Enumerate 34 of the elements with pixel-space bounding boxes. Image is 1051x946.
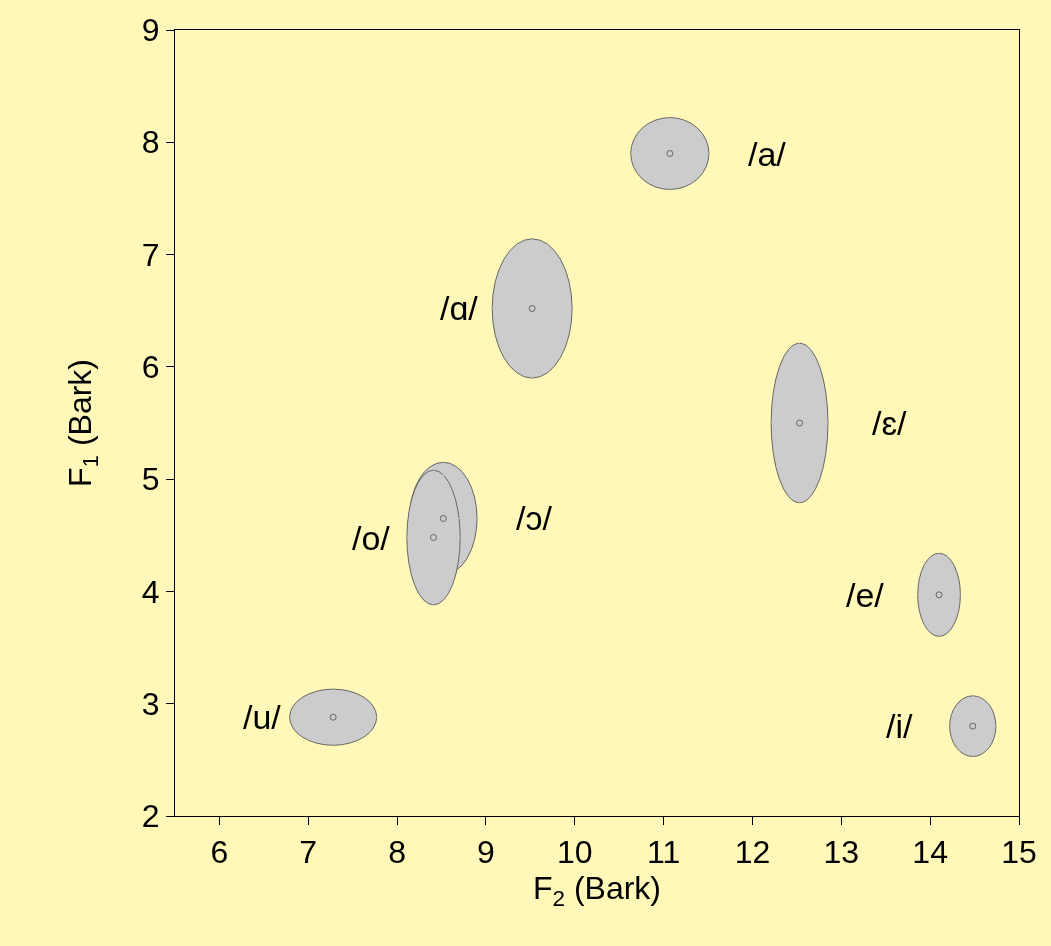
point (935, 591, 943, 599)
annotation: /o/ (352, 519, 391, 557)
x-tick-label: 10 (556, 834, 593, 871)
x-tick-label: 14 (912, 834, 948, 871)
point (430, 534, 438, 542)
x-tick-label: 11 (647, 834, 681, 871)
y-tick-label: 9 (141, 12, 160, 49)
annotation: /ɑ/ (440, 289, 479, 327)
x-tick-label: 13 (823, 834, 860, 871)
y-tick-label: 7 (141, 236, 160, 273)
x-tick-label: 8 (388, 834, 407, 871)
point (439, 514, 447, 522)
point (329, 713, 337, 721)
point (796, 419, 804, 427)
y-tick-label: 8 (141, 124, 160, 161)
annotation: /i/ (886, 707, 913, 745)
y-tick-label: 5 (141, 461, 160, 498)
x-tick-label: 7 (299, 834, 318, 871)
x-axis-title: F$_{2}$ (Bark) (533, 870, 661, 912)
x-tick-label: 9 (477, 834, 495, 871)
annotation: /ɛ/ (872, 404, 908, 442)
annotation: /a/ (748, 135, 787, 173)
y-tick-label: 6 (141, 349, 160, 386)
y-tick-label: 2 (141, 798, 160, 835)
x-tick-label: 12 (734, 834, 771, 871)
point (969, 722, 977, 730)
annotation: /e/ (846, 576, 885, 614)
y-tick-label: 3 (141, 685, 160, 722)
point (528, 304, 536, 312)
annotation: /u/ (243, 698, 282, 736)
annotation: /ɔ/ (516, 499, 553, 537)
y-tick-label: 4 (141, 573, 160, 610)
x-tick-label: 15 (1001, 834, 1037, 871)
x-tick-label: 6 (210, 834, 229, 871)
